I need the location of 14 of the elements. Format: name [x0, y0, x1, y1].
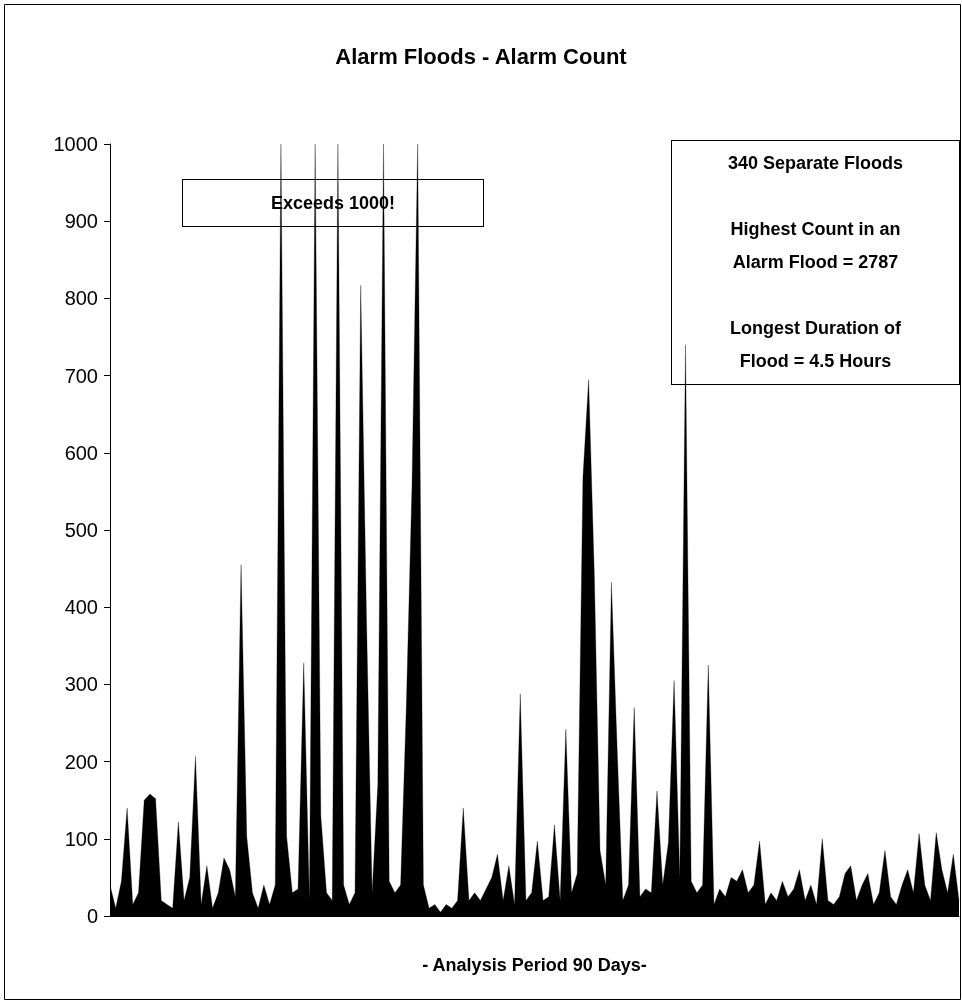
y-tick-label: 200 [64, 750, 98, 773]
y-tick-label: 100 [64, 827, 98, 850]
y-tick-label: 800 [64, 287, 98, 310]
chart-title: Alarm Floods - Alarm Count [335, 43, 628, 69]
text: 340 Separate Floods Highest Count in an Alarm Flood = 2787 Longest Duration of Flood = 4.5 Hours [727, 153, 904, 371]
y-tick-label: 900 [64, 210, 98, 233]
y-tick-label: 0 [86, 905, 98, 927]
y-tick-label: 400 [64, 596, 98, 619]
y-tick-label: 300 [64, 673, 98, 696]
y-tick-label: 700 [64, 364, 98, 387]
y-tick-label: 600 [64, 441, 98, 464]
y-tick-label: 1000 [53, 133, 98, 155]
y-tick-label: 500 [64, 519, 98, 541]
x-axis-title: - Analysis Period 90 Days- [422, 955, 647, 975]
